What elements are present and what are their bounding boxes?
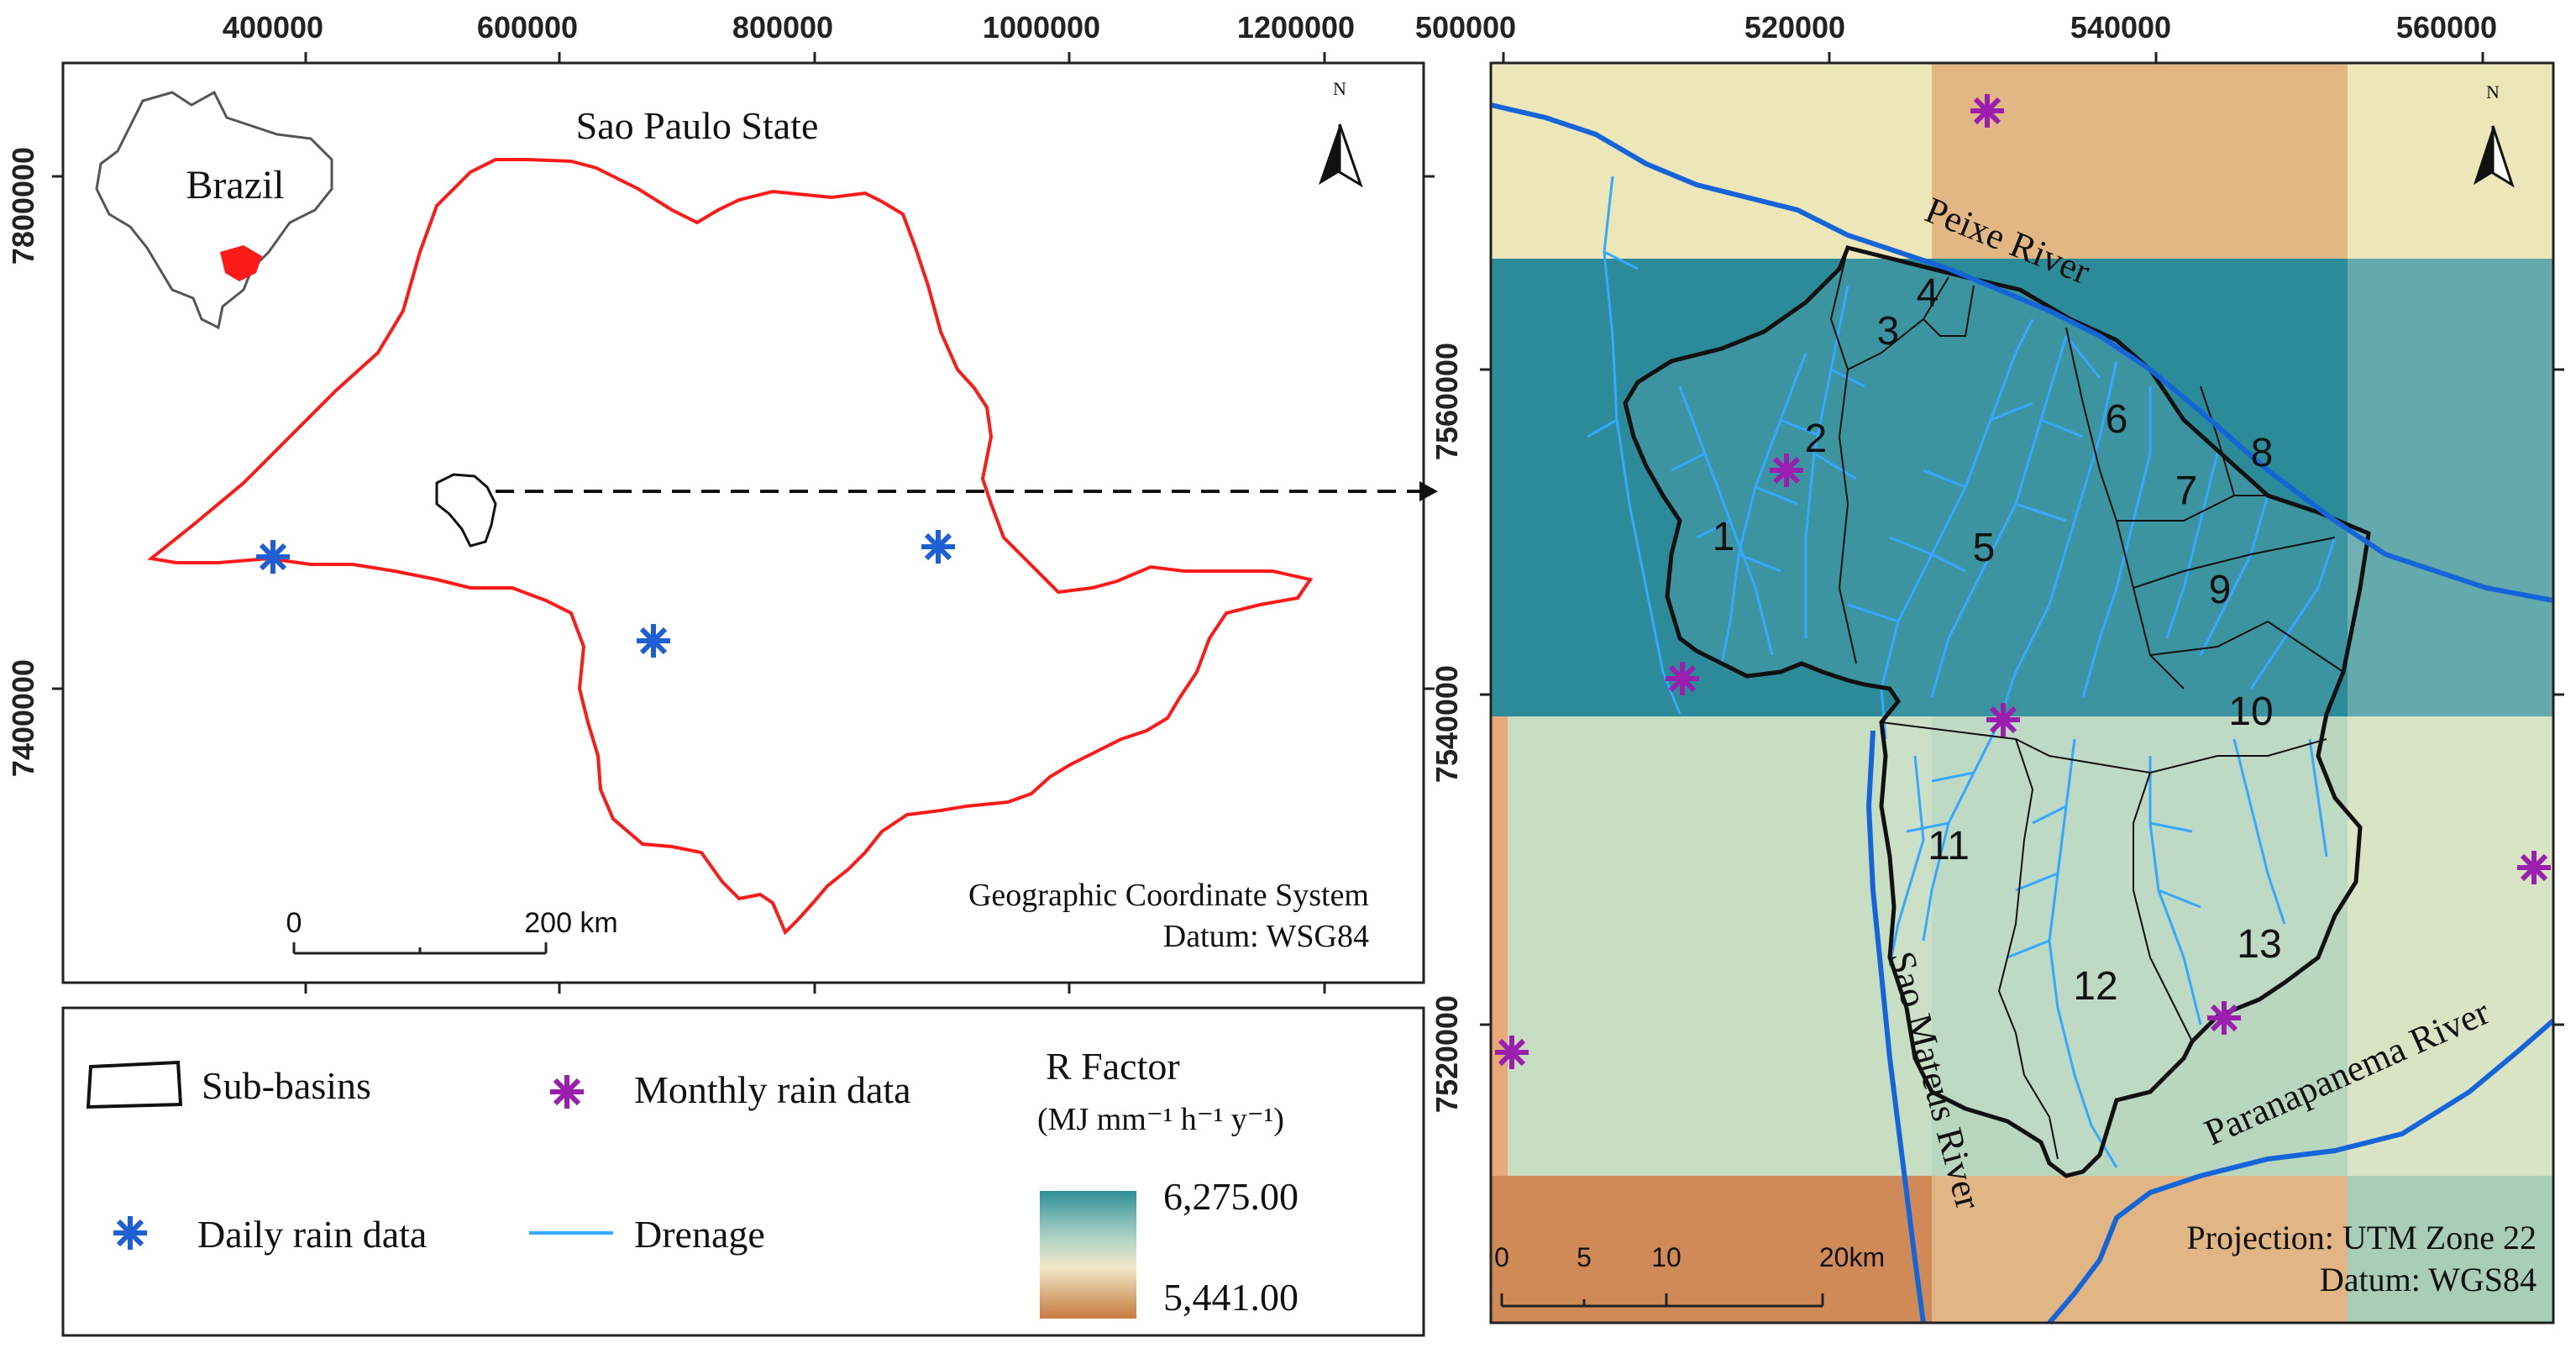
connector-arrowhead bbox=[1419, 481, 1438, 501]
sao-mateus-river bbox=[1865, 730, 1926, 1324]
monthly-rain-marker-icon bbox=[1770, 454, 1803, 487]
legend-frame bbox=[61, 1006, 1425, 1337]
monthly-rain-marker-icon bbox=[1986, 703, 2020, 737]
monthly-rain-marker-icon bbox=[2517, 851, 2551, 884]
right-x-tick-label: 520000 bbox=[1744, 10, 1845, 45]
north-arrow-icon: N bbox=[1319, 78, 1363, 188]
daily-rain-legend-icon bbox=[113, 1216, 147, 1250]
subbasin-label: 9 bbox=[2209, 568, 2232, 612]
drainage-network bbox=[1587, 176, 2337, 1168]
right-map-frame bbox=[1489, 61, 2555, 1324]
right-scale-label: 5 bbox=[1577, 1242, 1592, 1272]
subbasin-label: 1 bbox=[1713, 515, 1735, 559]
right-ticks bbox=[1480, 52, 2564, 1026]
right-scale-label: 20km bbox=[1819, 1242, 1885, 1272]
subbasin-boundaries bbox=[1829, 247, 2344, 1160]
right-scale-label: 10 bbox=[1651, 1242, 1681, 1272]
left-scale-zero: 0 bbox=[286, 907, 302, 939]
left-map-title: Sao Paulo State bbox=[576, 104, 819, 147]
subbasin-label: 13 bbox=[2237, 922, 2281, 967]
subbasin-label: 2 bbox=[1805, 417, 1828, 461]
paranapanema-river bbox=[2047, 1018, 2555, 1324]
left-scale-bar bbox=[292, 942, 548, 955]
left-x-tick-label: 1000000 bbox=[983, 10, 1100, 45]
left-x-tick-label: 1200000 bbox=[1237, 10, 1355, 45]
right-y-tick-label: 7560000 bbox=[1430, 343, 1464, 460]
left-crs-line2: Datum: WSG84 bbox=[1163, 919, 1369, 954]
subbasin-label: 3 bbox=[1877, 309, 1900, 354]
brazil-label: Brazil bbox=[186, 163, 284, 207]
monthly-rain-legend-icon bbox=[550, 1075, 584, 1109]
right-x-tick-label: 540000 bbox=[2070, 10, 2171, 45]
left-y-tick-label: 7400000 bbox=[6, 659, 40, 777]
left-scale-end: 200 km bbox=[524, 907, 618, 939]
monthly-rain-marker-icon bbox=[1970, 94, 2004, 128]
subbasin-label: 6 bbox=[2106, 397, 2128, 442]
monthly-rain-marker-icon bbox=[2207, 1001, 2241, 1035]
right-projection-line1: Projection: UTM Zone 22 bbox=[2186, 1219, 2537, 1256]
svg-text:N: N bbox=[1333, 78, 1346, 99]
svg-text:N: N bbox=[2486, 81, 2500, 102]
north-arrow-icon: N bbox=[2474, 81, 2515, 188]
brazil-sao-paulo-highlight bbox=[220, 245, 262, 281]
subbasin-label: 10 bbox=[2228, 690, 2273, 734]
legend-r-title: R Factor bbox=[1046, 1045, 1180, 1088]
right-scale-label: 0 bbox=[1494, 1242, 1509, 1272]
subbasin-label: 7 bbox=[2175, 469, 2198, 513]
right-map: 1 2 3 4 5 6 7 8 9 10 11 12 13 Peixe Rive… bbox=[1415, 10, 2564, 1324]
left-x-tick-label: 600000 bbox=[477, 10, 578, 45]
daily-rain-marker-icon bbox=[921, 530, 955, 564]
r-factor-color-ramp bbox=[1040, 1191, 1136, 1319]
right-x-tick-label: 560000 bbox=[2396, 10, 2497, 45]
left-x-tick-label: 400000 bbox=[223, 10, 323, 45]
subbasin-label: 11 bbox=[1928, 824, 1970, 868]
right-y-tick-label: 7540000 bbox=[1430, 665, 1464, 783]
legend-subbasins-label: Sub-basins bbox=[202, 1064, 371, 1107]
sao-paulo-state-outline bbox=[147, 158, 1314, 936]
monthly-rain-marker-icon bbox=[1666, 662, 1699, 695]
peixe-river bbox=[1490, 102, 2554, 603]
brazil-outline bbox=[95, 90, 333, 330]
subbasin-label: 4 bbox=[1917, 271, 1939, 316]
subbasin-label: 8 bbox=[2251, 431, 2274, 475]
right-x-tick-label: 500000 bbox=[1415, 10, 1516, 45]
legend-r-units: (MJ mm⁻¹ h⁻¹ y⁻¹) bbox=[1037, 1102, 1284, 1137]
monthly-rain-marker-icon bbox=[1495, 1036, 1529, 1069]
subbasin-label: 12 bbox=[2073, 964, 2117, 1009]
left-x-ticks bbox=[52, 52, 1435, 994]
legend-monthly-label: Monthly rain data bbox=[634, 1068, 911, 1111]
legend-r-min: 5,441.00 bbox=[1163, 1276, 1298, 1319]
right-y-tick-label: 7520000 bbox=[1430, 995, 1464, 1113]
main-rivers bbox=[1490, 102, 2555, 1324]
daily-rain-marker-icon bbox=[637, 624, 670, 658]
legend: Sub-basins Monthly rain data Daily rain … bbox=[61, 1006, 1425, 1337]
subbasin-label: 5 bbox=[1973, 526, 1996, 570]
subbasin-legend-icon bbox=[86, 1060, 183, 1109]
left-crs-line1: Geographic Coordinate System bbox=[968, 878, 1369, 913]
left-map: 400000 600000 800000 1000000 1200000 780… bbox=[6, 10, 1438, 994]
right-scale-bar bbox=[1500, 1293, 1824, 1308]
legend-drainage-label: Drenage bbox=[634, 1213, 765, 1256]
legend-daily-label: Daily rain data bbox=[197, 1213, 427, 1256]
legend-r-max: 6,275.00 bbox=[1163, 1175, 1298, 1218]
watershed-outline bbox=[1623, 245, 2371, 1178]
right-projection-line2: Datum: WGS84 bbox=[2320, 1261, 2537, 1298]
daily-rain-marker-icon bbox=[256, 540, 290, 574]
left-x-tick-label: 800000 bbox=[732, 10, 833, 45]
left-y-tick-label: 7800000 bbox=[6, 147, 40, 265]
study-area-outline bbox=[435, 473, 497, 548]
